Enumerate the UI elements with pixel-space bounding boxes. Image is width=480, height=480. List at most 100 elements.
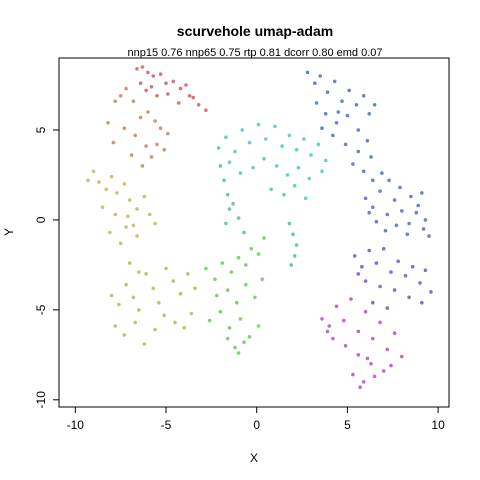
- data-point: [162, 148, 166, 152]
- data-point: [240, 128, 244, 132]
- data-point: [362, 170, 366, 174]
- data-point: [155, 94, 159, 98]
- data-point: [386, 213, 390, 217]
- data-point: [173, 321, 177, 325]
- data-point: [424, 269, 428, 273]
- data-point: [273, 125, 277, 129]
- data-point: [159, 72, 163, 76]
- data-point: [235, 301, 239, 305]
- data-point: [244, 283, 248, 287]
- y-tick-label: -10: [34, 391, 48, 409]
- data-point: [353, 254, 357, 258]
- y-tick-label: -5: [34, 304, 48, 315]
- data-point: [333, 80, 337, 84]
- data-point: [139, 81, 143, 85]
- data-point: [331, 134, 335, 138]
- data-point: [251, 166, 255, 170]
- data-point: [113, 99, 117, 103]
- data-point: [326, 330, 330, 334]
- data-point: [104, 188, 108, 192]
- data-point: [135, 67, 139, 71]
- data-point: [393, 331, 397, 335]
- data-point: [237, 351, 241, 355]
- data-point: [190, 312, 194, 316]
- data-point: [228, 161, 232, 165]
- data-point: [253, 296, 257, 300]
- data-point: [328, 324, 332, 328]
- data-point: [315, 101, 319, 105]
- chart-subtitle: nnp15 0.76 nnp65 0.75 rtp 0.81 dcorr 0.8…: [127, 47, 382, 59]
- data-point: [264, 137, 268, 141]
- data-point: [159, 126, 163, 130]
- data-point: [153, 328, 157, 332]
- data-point: [126, 215, 130, 219]
- data-point: [344, 344, 348, 348]
- data-point: [257, 123, 261, 127]
- data-point: [224, 135, 228, 139]
- data-point: [124, 283, 128, 287]
- data-point: [357, 272, 361, 276]
- data-point: [378, 285, 382, 289]
- data-point: [119, 94, 123, 98]
- data-point: [197, 103, 201, 107]
- data-point: [132, 99, 136, 103]
- data-point: [411, 265, 415, 269]
- data-point: [137, 270, 141, 274]
- data-point: [144, 272, 148, 276]
- data-point: [262, 236, 266, 240]
- data-point: [407, 296, 411, 300]
- data-point: [280, 144, 284, 148]
- data-point: [101, 206, 105, 210]
- data-point: [396, 260, 400, 264]
- data-point: [148, 213, 152, 217]
- data-point: [213, 278, 217, 282]
- data-point: [320, 317, 324, 321]
- data-point: [422, 227, 426, 231]
- data-point: [357, 353, 361, 357]
- data-point: [378, 189, 382, 193]
- x-tick-label: -10: [67, 418, 85, 432]
- data-point: [366, 139, 370, 143]
- data-point: [347, 89, 351, 93]
- data-point: [360, 265, 364, 269]
- data-point: [228, 326, 232, 330]
- data-point: [386, 306, 390, 310]
- data-point: [143, 195, 147, 199]
- data-point: [132, 296, 136, 300]
- data-point: [395, 224, 399, 228]
- data-point: [153, 119, 157, 123]
- data-point: [233, 346, 237, 350]
- data-point: [357, 330, 361, 334]
- data-point: [382, 247, 386, 251]
- data-point: [346, 114, 350, 118]
- data-point: [133, 321, 137, 325]
- data-point: [262, 157, 266, 161]
- data-point: [429, 290, 433, 294]
- data-point: [364, 310, 368, 314]
- data-point: [420, 301, 424, 305]
- data-point: [162, 314, 166, 318]
- data-point: [150, 155, 154, 159]
- data-point: [293, 254, 297, 258]
- data-point: [228, 207, 232, 211]
- data-point: [226, 193, 230, 197]
- data-point: [409, 195, 413, 199]
- data-point: [297, 166, 301, 170]
- data-point: [257, 252, 261, 256]
- data-point: [349, 297, 353, 301]
- data-point: [135, 207, 139, 211]
- data-point: [132, 224, 136, 228]
- data-point: [157, 301, 161, 305]
- data-point: [177, 101, 181, 105]
- data-point: [179, 292, 183, 296]
- x-tick-label: 10: [431, 418, 445, 432]
- data-point: [384, 229, 388, 233]
- data-point: [146, 110, 150, 114]
- data-point: [282, 193, 286, 197]
- data-point: [230, 270, 234, 274]
- data-point: [124, 225, 128, 229]
- data-point: [427, 234, 431, 238]
- data-point: [357, 128, 361, 132]
- data-point: [398, 186, 402, 190]
- data-point: [226, 337, 230, 341]
